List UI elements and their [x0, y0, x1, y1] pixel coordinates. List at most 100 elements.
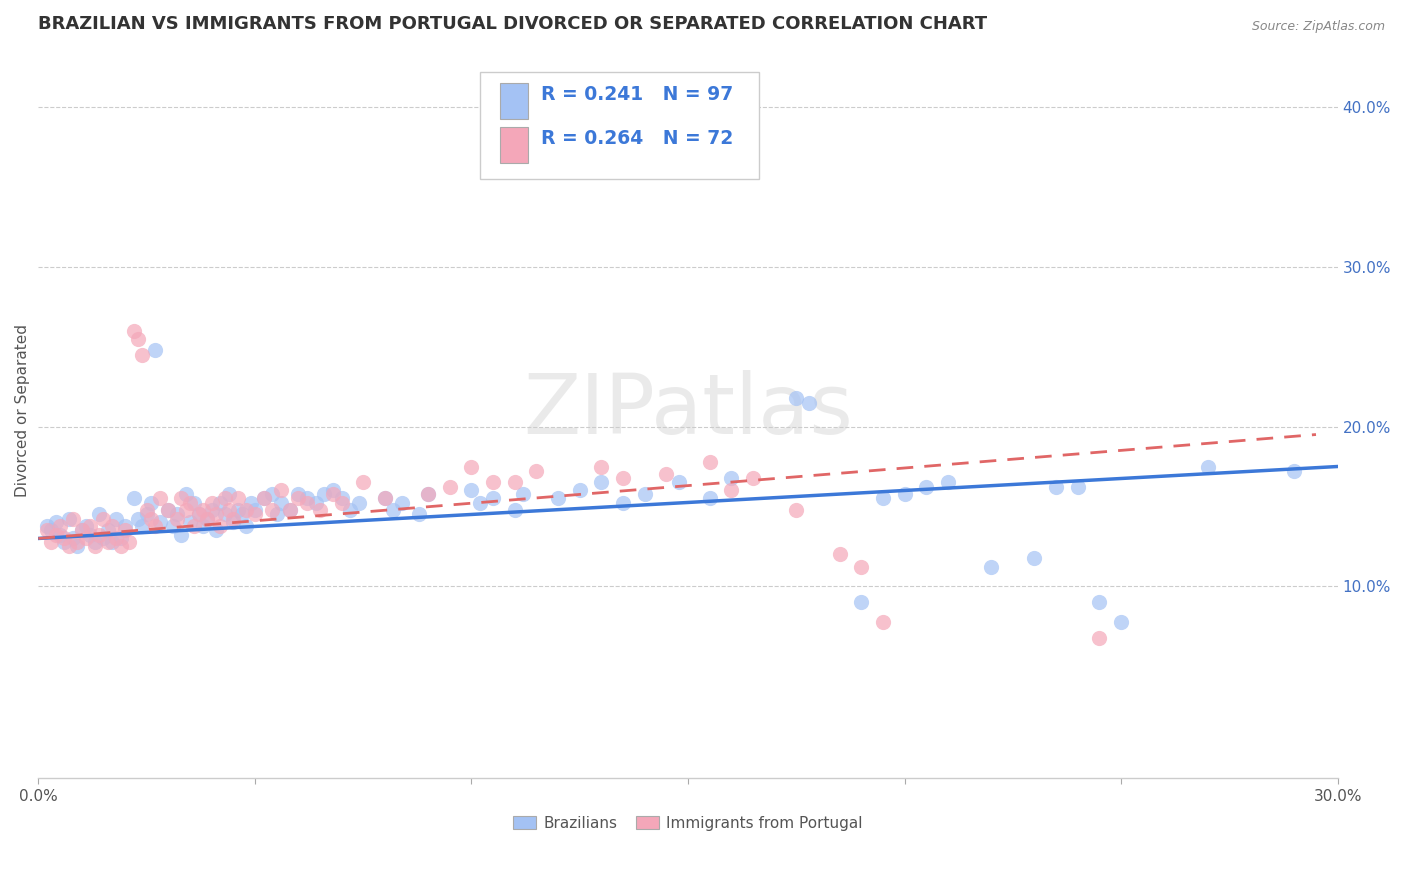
Point	[58, 512, 80, 526]
Point	[591, 475, 613, 490]
Point	[149, 491, 172, 506]
Point	[322, 483, 344, 498]
Point	[187, 508, 209, 522]
Point	[75, 532, 97, 546]
Point	[851, 595, 873, 609]
Point	[226, 491, 249, 506]
Point	[110, 540, 132, 554]
Point	[131, 518, 153, 533]
Point	[374, 491, 396, 506]
Point	[231, 508, 253, 522]
Point	[205, 524, 228, 538]
Point	[252, 491, 274, 506]
Point	[83, 540, 105, 554]
Point	[195, 512, 218, 526]
Point	[1067, 480, 1090, 494]
Point	[1088, 631, 1111, 645]
Point	[503, 475, 526, 490]
Point	[742, 471, 765, 485]
Point	[87, 508, 110, 522]
Point	[512, 486, 534, 500]
Point	[170, 491, 193, 506]
Point	[243, 508, 266, 522]
Legend: Brazilians, Immigrants from Portugal: Brazilians, Immigrants from Portugal	[508, 809, 869, 837]
Point	[209, 496, 232, 510]
Point	[174, 486, 197, 500]
Point	[183, 518, 205, 533]
Point	[270, 496, 292, 510]
Text: BRAZILIAN VS IMMIGRANTS FROM PORTUGAL DIVORCED OR SEPARATED CORRELATION CHART: BRAZILIAN VS IMMIGRANTS FROM PORTUGAL DI…	[38, 15, 987, 33]
Point	[699, 455, 721, 469]
Point	[200, 502, 222, 516]
Point	[304, 496, 326, 510]
Point	[58, 540, 80, 554]
Point	[195, 512, 218, 526]
Point	[127, 332, 149, 346]
Point	[547, 491, 569, 506]
Y-axis label: Divorced or Separated: Divorced or Separated	[15, 324, 30, 497]
Point	[872, 491, 894, 506]
Point	[1197, 459, 1219, 474]
Point	[287, 491, 309, 506]
Point	[568, 483, 591, 498]
Point	[139, 512, 162, 526]
Point	[41, 534, 63, 549]
Point	[352, 475, 374, 490]
Point	[785, 391, 807, 405]
Point	[339, 502, 361, 516]
Point	[482, 475, 505, 490]
Point	[278, 502, 301, 516]
FancyBboxPatch shape	[499, 128, 529, 162]
Point	[66, 534, 89, 549]
Point	[612, 471, 634, 485]
Point	[391, 496, 413, 510]
Point	[214, 491, 236, 506]
Point	[35, 518, 58, 533]
Point	[62, 512, 84, 526]
Point	[278, 502, 301, 516]
Point	[460, 459, 482, 474]
Point	[53, 532, 76, 546]
Point	[655, 467, 678, 482]
Point	[828, 548, 851, 562]
Point	[183, 496, 205, 510]
Point	[262, 486, 284, 500]
Point	[114, 518, 136, 533]
Point	[191, 518, 214, 533]
Point	[70, 524, 93, 538]
Point	[105, 512, 128, 526]
Point	[70, 524, 93, 538]
Point	[110, 532, 132, 546]
Point	[980, 560, 1002, 574]
Point	[322, 486, 344, 500]
FancyBboxPatch shape	[479, 72, 759, 179]
Point	[851, 560, 873, 574]
Point	[295, 491, 318, 506]
Point	[1109, 615, 1132, 629]
Point	[252, 491, 274, 506]
Point	[191, 502, 214, 516]
Point	[49, 528, 72, 542]
Point	[97, 524, 120, 538]
Point	[270, 483, 292, 498]
Point	[166, 508, 188, 522]
Point	[468, 496, 491, 510]
Point	[262, 502, 284, 516]
Point	[699, 491, 721, 506]
Point	[314, 486, 336, 500]
Point	[1024, 550, 1046, 565]
Point	[347, 496, 370, 510]
Point	[62, 532, 84, 546]
Point	[439, 480, 461, 494]
Point	[75, 518, 97, 533]
Point	[101, 534, 124, 549]
Point	[200, 496, 222, 510]
Point	[166, 512, 188, 526]
Point	[118, 534, 141, 549]
Point	[287, 486, 309, 500]
Text: ZIPatlas: ZIPatlas	[523, 370, 853, 451]
Point	[35, 524, 58, 538]
Point	[526, 464, 548, 478]
Point	[668, 475, 690, 490]
Point	[330, 496, 353, 510]
